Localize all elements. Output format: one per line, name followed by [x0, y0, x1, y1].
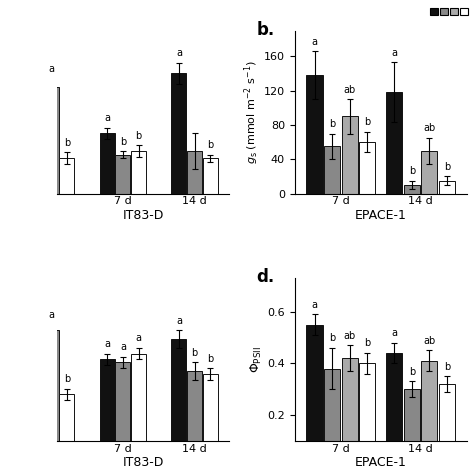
Text: d.: d.	[257, 268, 275, 286]
Text: a: a	[104, 339, 110, 349]
Text: a: a	[392, 328, 397, 338]
X-axis label: IT83-D: IT83-D	[122, 209, 164, 222]
Bar	[439, 181, 455, 193]
Text: b: b	[409, 367, 415, 377]
X-axis label: EPACE-1: EPACE-1	[355, 209, 407, 222]
Bar	[359, 364, 375, 466]
Text: b: b	[191, 348, 198, 358]
Text: a: a	[311, 37, 318, 47]
Text: b: b	[444, 362, 450, 372]
Text: b.: b.	[257, 21, 275, 39]
Text: b: b	[136, 131, 142, 141]
Text: ab: ab	[423, 336, 436, 346]
Text: b: b	[120, 137, 126, 146]
Bar	[386, 353, 402, 466]
Bar	[187, 151, 202, 193]
Text: b: b	[409, 166, 415, 176]
Bar	[342, 117, 358, 193]
Bar	[59, 158, 74, 193]
Bar	[421, 151, 438, 193]
Bar	[172, 339, 186, 474]
Bar	[324, 368, 340, 466]
Text: a: a	[176, 48, 182, 58]
Bar	[203, 158, 218, 193]
Text: b: b	[64, 374, 70, 384]
Bar	[100, 359, 115, 474]
Text: a: a	[392, 48, 397, 58]
Text: b: b	[207, 140, 214, 150]
Bar	[342, 358, 358, 466]
Y-axis label: $g_\mathrm{s}$ (mmol m$^{-2}$ s$^{-1}$): $g_\mathrm{s}$ (mmol m$^{-2}$ s$^{-1}$)	[242, 60, 261, 164]
Text: b: b	[207, 354, 214, 364]
X-axis label: IT83-D: IT83-D	[122, 456, 164, 469]
Bar	[404, 185, 420, 193]
X-axis label: EPACE-1: EPACE-1	[355, 456, 407, 469]
Text: a: a	[120, 342, 126, 352]
Bar	[100, 133, 115, 193]
Text: a: a	[104, 113, 110, 123]
Text: a: a	[136, 333, 142, 343]
Bar	[404, 389, 420, 466]
Bar	[439, 384, 455, 466]
Bar	[44, 330, 59, 474]
Bar	[172, 73, 186, 193]
Bar	[59, 394, 74, 474]
Text: ab: ab	[344, 85, 356, 95]
Bar	[386, 92, 402, 193]
Text: a: a	[311, 300, 318, 310]
Text: a: a	[48, 64, 54, 74]
Bar	[115, 155, 130, 193]
Y-axis label: $\Phi_\mathrm{PSII}$: $\Phi_\mathrm{PSII}$	[249, 346, 264, 373]
Text: b: b	[329, 333, 335, 343]
Bar	[115, 363, 130, 474]
Text: b: b	[444, 162, 450, 172]
Bar	[28, 392, 43, 474]
Bar	[307, 325, 323, 466]
Bar	[307, 75, 323, 193]
Bar	[324, 146, 340, 193]
Bar	[187, 371, 202, 474]
Text: ab: ab	[344, 331, 356, 341]
Text: a: a	[176, 316, 182, 326]
Bar	[359, 142, 375, 193]
Text: b: b	[64, 138, 70, 148]
Text: b: b	[364, 338, 370, 348]
Bar	[421, 361, 438, 466]
Text: b: b	[329, 119, 335, 129]
Text: a: a	[48, 310, 54, 320]
Text: b: b	[364, 117, 370, 128]
Bar	[44, 87, 59, 193]
Text: ab: ab	[423, 123, 436, 133]
Bar	[203, 374, 218, 474]
Bar	[131, 151, 146, 193]
Bar	[131, 354, 146, 474]
Legend: , , , : , , ,	[430, 7, 469, 17]
